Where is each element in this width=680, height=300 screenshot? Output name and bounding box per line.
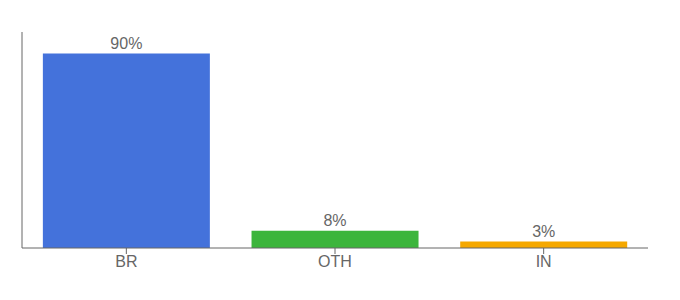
svg-text:90%: 90% [110, 35, 142, 52]
svg-text:3%: 3% [532, 223, 555, 240]
svg-text:BR: BR [115, 253, 137, 270]
svg-text:IN: IN [536, 253, 552, 270]
svg-text:OTH: OTH [318, 253, 352, 270]
svg-text:8%: 8% [323, 212, 346, 229]
